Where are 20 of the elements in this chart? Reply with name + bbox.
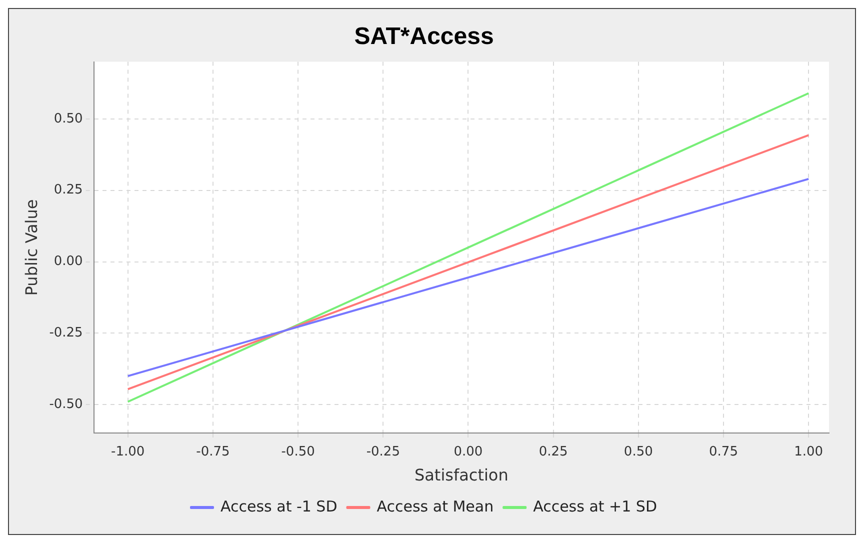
y-tick-label: 0.00	[54, 254, 83, 270]
y-tick-label: 0.50	[54, 111, 83, 126]
legend-label: Access at -1 SD	[220, 497, 338, 516]
x-tick-label: 0.00	[454, 444, 483, 460]
y-axis-title: Public Value	[22, 199, 41, 296]
x-tick-label: 0.25	[538, 444, 568, 460]
legend-label: Access at Mean	[376, 497, 494, 516]
y-tick-label: -0.25	[49, 326, 83, 341]
y-tick-label: 0.25	[54, 182, 83, 198]
x-tick-label: 0.75	[709, 444, 738, 460]
x-tick-label: 0.50	[624, 444, 653, 460]
x-tick-label: -0.75	[196, 444, 230, 460]
x-tick-label: -1.00	[111, 444, 145, 460]
y-tick-label: -0.50	[49, 397, 83, 412]
x-tick-label: -0.25	[366, 444, 400, 460]
chart-title: SAT*Access	[354, 23, 494, 50]
x-tick-label: -0.50	[281, 444, 315, 460]
x-axis-title: Satisfaction	[414, 466, 508, 485]
legend-label: Access at +1 SD	[533, 497, 658, 516]
x-tick-label: 1.00	[794, 444, 824, 460]
